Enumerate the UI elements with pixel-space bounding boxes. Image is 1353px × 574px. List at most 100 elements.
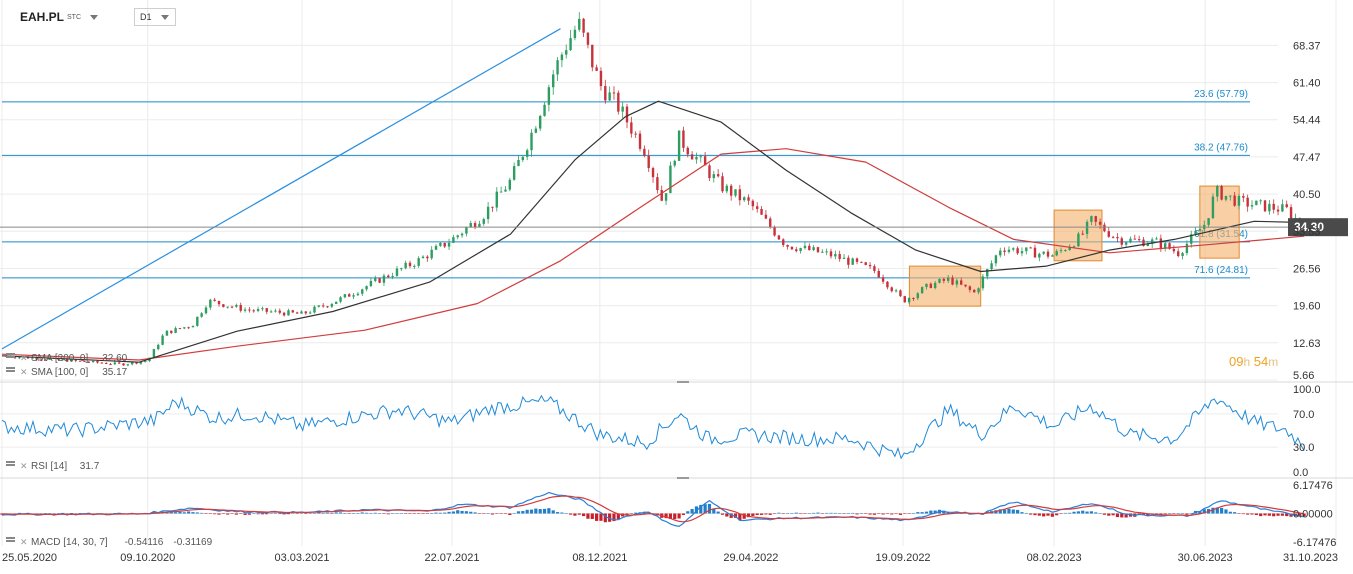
candle-body [1207,218,1210,225]
candle-body [894,290,898,292]
candle-body [604,86,607,101]
macd-histogram-bar [825,512,829,514]
y-tick-label: 54.44 [1293,115,1321,127]
candle-body [157,344,160,350]
candle-body [1120,238,1123,245]
candle-body [903,296,906,303]
macd-histogram-bar [1180,513,1185,514]
macd-histogram-bar [477,513,482,514]
candle-body [161,335,164,345]
rsi-tick-label: 30.0 [1293,442,1314,454]
macd-histogram-bar [1159,513,1163,515]
candle-body [356,293,360,296]
macd-histogram-bar [907,513,911,514]
candle-body [1111,236,1115,238]
candle-body [387,275,390,278]
candle-body [13,357,17,359]
candle-body [222,304,225,308]
macd-histogram-bar [286,513,291,515]
timeframe-dropdown[interactable]: D1 [134,8,176,26]
macd-histogram-bar [673,513,677,520]
macd-histogram-bar [998,509,1002,514]
macd-histogram-bar [846,513,850,514]
macd-histogram-bar [1146,513,1150,516]
candle-body [799,248,802,252]
candle-body [1237,196,1241,206]
rsi-line [1,394,1305,460]
macd-histogram-bar [304,513,308,514]
macd-histogram-bar [686,511,690,514]
candle-body [699,156,702,158]
close-icon: ✕ [20,353,28,363]
fibonacci-label: 38.2 (47.76) [1194,142,1248,153]
trend-line-group[interactable] [1,28,561,350]
candle-body [1190,234,1193,244]
candle-body [439,242,442,246]
candle-body [690,154,694,160]
macd-histogram-bar [256,513,260,515]
macd-histogram-bar [538,509,542,514]
candle-body [638,133,642,149]
y-tick-label: 61.40 [1293,78,1321,90]
candle-body [933,282,937,289]
candle-body [855,258,859,262]
last-price-value: 34.30 [1294,220,1324,234]
candle-body [1150,239,1154,244]
candle-body [521,156,525,160]
candle-body [647,155,650,169]
macd-histogram-bar [295,513,299,514]
candle-body [1224,195,1228,200]
candle-body [413,265,416,267]
macd-histogram-bar [187,511,191,514]
candle-body [230,306,234,308]
candle-body [573,29,577,39]
macd-histogram-bar [1198,511,1202,514]
macd-histogram-bar [1020,512,1024,514]
candle-body [912,297,915,299]
candle-body [578,18,581,30]
macd-histogram-bar [425,513,429,514]
macd-histogram-bar [1081,510,1085,514]
candle-body [738,189,742,201]
candle-body [400,268,403,270]
y-tick-label: 40.50 [1293,189,1321,201]
macd-histogram-bar [716,511,720,514]
macd-histogram-bar [369,512,373,514]
candle-body [1107,231,1110,237]
candle-body [864,262,867,265]
candle-body [447,242,451,247]
moving-averages [1,100,1305,363]
candle-body [673,160,676,166]
candle-body [70,359,73,362]
macd-histogram-bar [512,513,516,514]
macd-histogram-bar [1003,509,1007,514]
candle-body [239,304,242,311]
candle-body [369,280,373,287]
macd-histogram-bar [1115,513,1120,518]
candle-body [1155,238,1158,240]
candle-body [1094,216,1097,222]
legend-menu-icon [6,461,15,463]
panel-resize-handle [677,477,689,479]
candle-body [304,311,308,314]
candle-body [829,251,833,257]
macd-histogram-bar [916,512,920,514]
candle-body [1250,205,1254,207]
y-tick-label: 33.53 [1293,226,1321,238]
candle-body [278,310,281,313]
macd-histogram-bar [182,512,186,514]
macd-histogram-bar [555,512,560,514]
macd-histogram-bar [872,513,876,515]
candle-body [174,328,177,333]
candle-body [1246,197,1249,207]
candle-body [460,233,464,236]
symbol-selector[interactable]: EAH.PL STC [20,8,99,26]
macd-histogram-bar [1089,511,1094,514]
macd-histogram-bar [924,511,929,514]
candle-body [617,92,620,112]
candle-body [795,249,798,252]
macd-histogram-bar [781,513,785,514]
macd-histogram-bar [456,510,460,514]
candle-body [35,357,38,360]
rsi-tick-label: 100.0 [1293,384,1321,396]
